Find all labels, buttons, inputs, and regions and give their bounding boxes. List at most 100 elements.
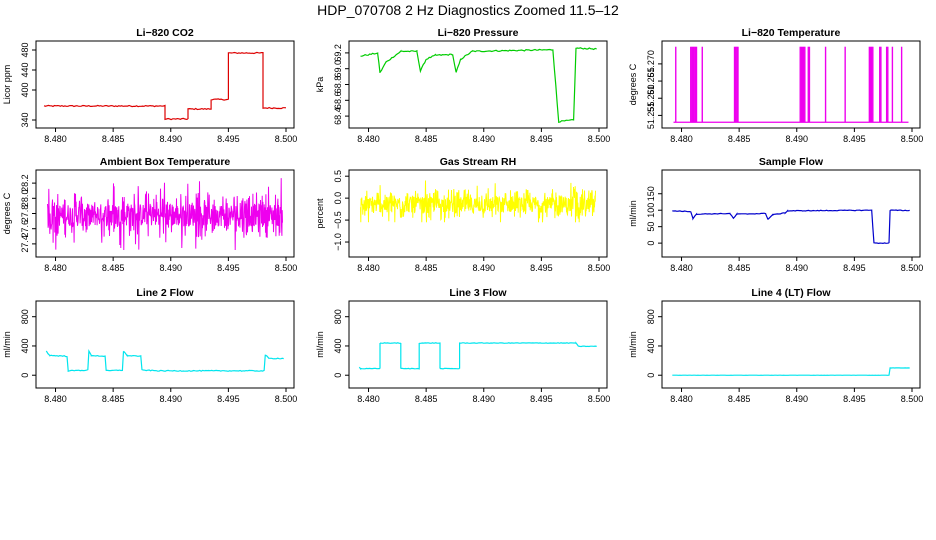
data-series-line bbox=[43, 51, 287, 121]
chart-title: Li−820 CO2 bbox=[136, 27, 194, 39]
chart-title: Line 3 Flow bbox=[449, 287, 507, 299]
x-tick-label: 8.495 bbox=[843, 394, 866, 404]
y-tick-label: 440 bbox=[20, 62, 30, 77]
plot-frame bbox=[348, 300, 608, 389]
y-tick-label: 0 bbox=[20, 373, 30, 378]
y-axis-label: degrees C bbox=[628, 63, 638, 105]
x-tick-label: 8.480 bbox=[44, 263, 67, 273]
x-tick-label: 8.480 bbox=[357, 394, 380, 404]
x-tick-label: 8.490 bbox=[785, 394, 808, 404]
chart-panel: Line 3 Flow ml/min 8.480 8.485 8.490 8.495 8.5… bbox=[315, 287, 610, 404]
x-tick-label: 8.495 bbox=[843, 263, 866, 273]
x-tick-label: 8.485 bbox=[102, 263, 125, 273]
y-tick-label: 0 bbox=[646, 241, 656, 246]
x-tick-label: 8.485 bbox=[415, 134, 438, 144]
y-axis-label: ml/min bbox=[628, 200, 638, 227]
chart-panel: Li−820 Temperature degrees C 8.480 8.485 8.4… bbox=[628, 27, 923, 144]
x-tick-label: 8.500 bbox=[901, 263, 924, 273]
data-series-line bbox=[360, 180, 596, 223]
chart-panel: Sample Flow ml/min 8.480 8.485 8.490 8.495 8.5… bbox=[628, 156, 923, 273]
x-tick-label: 8.500 bbox=[901, 394, 924, 404]
y-tick-label: 0 bbox=[333, 373, 343, 378]
y-tick-label: 68.6 bbox=[333, 92, 343, 110]
x-tick-label: 8.480 bbox=[670, 134, 693, 144]
y-tick-label: 69.0 bbox=[333, 60, 343, 78]
y-axis-label: ml/min bbox=[2, 331, 12, 358]
y-tick-label: 51.260 bbox=[646, 84, 656, 112]
chart-title: Gas Stream RH bbox=[440, 156, 516, 168]
y-tick-label: 0.5 bbox=[333, 170, 343, 183]
chart-title: Sample Flow bbox=[759, 156, 824, 168]
x-tick-label: 8.495 bbox=[217, 263, 240, 273]
y-tick-label: 150 bbox=[646, 186, 656, 201]
chart-title: Li−820 Temperature bbox=[742, 27, 841, 39]
y-axis-label: kPa bbox=[315, 77, 325, 93]
x-tick-label: 8.490 bbox=[785, 263, 808, 273]
figure-title: HDP_070708 2 Hz Diagnostics Zoomed 11.5–… bbox=[317, 2, 619, 18]
plot-frame bbox=[35, 300, 295, 389]
y-axis-label: degrees C bbox=[2, 192, 12, 234]
y-tick-label: 51.270 bbox=[646, 50, 656, 78]
y-axis-label: ml/min bbox=[315, 331, 325, 358]
y-tick-label: 51.265 bbox=[646, 67, 656, 95]
y-tick-label: 0 bbox=[646, 373, 656, 378]
x-tick-label: 8.480 bbox=[44, 394, 67, 404]
y-tick-label: 27.4 bbox=[20, 235, 30, 253]
y-axis-label: Licor ppm bbox=[2, 65, 12, 105]
x-tick-label: 8.495 bbox=[530, 263, 553, 273]
chart-panel: Line 4 (LT) Flow ml/min 8.480 8.485 8.490 8.4… bbox=[628, 287, 923, 404]
x-tick-label: 8.485 bbox=[415, 263, 438, 273]
x-tick-label: 8.500 bbox=[275, 394, 298, 404]
x-tick-label: 8.495 bbox=[530, 134, 553, 144]
x-tick-label: 8.485 bbox=[102, 134, 125, 144]
y-tick-label: 100 bbox=[646, 203, 656, 218]
x-tick-label: 8.485 bbox=[728, 134, 751, 144]
x-tick-label: 8.500 bbox=[275, 263, 298, 273]
x-tick-label: 8.490 bbox=[159, 263, 182, 273]
chart-panel: Ambient Box Temperature degrees C 8.480 8.4… bbox=[2, 156, 297, 273]
x-tick-label: 8.485 bbox=[415, 394, 438, 404]
data-series-line bbox=[47, 178, 283, 251]
y-tick-label: 50 bbox=[646, 222, 656, 232]
x-tick-label: 8.495 bbox=[530, 394, 553, 404]
x-tick-label: 8.480 bbox=[44, 134, 67, 144]
x-tick-label: 8.490 bbox=[472, 263, 495, 273]
x-tick-label: 8.485 bbox=[728, 263, 751, 273]
x-tick-label: 8.480 bbox=[670, 394, 693, 404]
y-axis-label: ml/min bbox=[628, 331, 638, 358]
x-tick-label: 8.490 bbox=[159, 394, 182, 404]
plot-frame bbox=[35, 40, 295, 129]
plot-frame bbox=[661, 169, 921, 258]
x-tick-label: 8.495 bbox=[843, 134, 866, 144]
y-axis-label: percent bbox=[315, 198, 325, 229]
chart-panel: Line 2 Flow ml/min 8.480 8.485 8.490 8.495 8.5… bbox=[2, 287, 297, 404]
x-tick-label: 8.500 bbox=[275, 134, 298, 144]
y-tick-label: 400 bbox=[20, 338, 30, 353]
plot-frame bbox=[348, 40, 608, 129]
y-tick-label: 340 bbox=[20, 112, 30, 127]
data-series-line bbox=[672, 367, 910, 376]
x-tick-label: 8.490 bbox=[159, 134, 182, 144]
x-tick-label: 8.500 bbox=[588, 263, 611, 273]
x-tick-label: 8.485 bbox=[102, 394, 125, 404]
y-tick-label: 28.2 bbox=[20, 174, 30, 192]
y-tick-label: 69.2 bbox=[333, 44, 343, 62]
y-tick-label: −1.0 bbox=[333, 233, 343, 251]
y-tick-label: 27.6 bbox=[20, 220, 30, 238]
x-tick-label: 8.480 bbox=[357, 134, 380, 144]
y-tick-label: 800 bbox=[333, 309, 343, 324]
y-tick-label: 480 bbox=[20, 42, 30, 57]
chart-title: Ambient Box Temperature bbox=[100, 156, 231, 168]
x-tick-label: 8.485 bbox=[728, 394, 751, 404]
y-tick-label: 51.255 bbox=[646, 102, 656, 130]
data-series-line bbox=[360, 47, 597, 124]
chart-title: Line 4 (LT) Flow bbox=[751, 287, 831, 299]
chart-panel: Gas Stream RH percent 8.480 8.485 8.490 8.495… bbox=[315, 156, 610, 273]
x-tick-label: 8.480 bbox=[670, 263, 693, 273]
x-tick-label: 8.490 bbox=[472, 394, 495, 404]
plot-frame bbox=[661, 40, 921, 129]
data-series-line bbox=[358, 341, 597, 371]
x-tick-label: 8.480 bbox=[357, 263, 380, 273]
y-tick-label: 0.0 bbox=[333, 192, 343, 205]
